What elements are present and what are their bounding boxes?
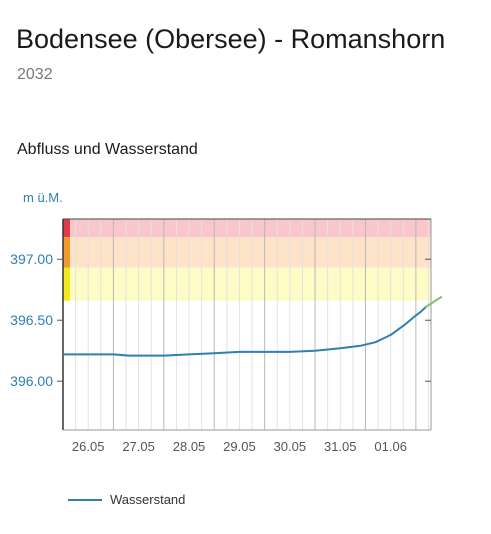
water-level-chart: 396.00 396.50 397.00 26.05 27.05 28.05 29.05 30… — [10, 190, 443, 454]
x-tick-label: 30.05 — [274, 439, 307, 454]
x-tick-label: 31.05 — [324, 439, 357, 454]
chart-section-title: Abfluss und Wasserstand — [17, 141, 198, 158]
series-lines — [62, 296, 443, 357]
y-axis-label: m ü.M. — [23, 190, 63, 205]
x-tick-label: 29.05 — [223, 439, 256, 454]
x-tick-label: 27.05 — [122, 439, 155, 454]
y-tick-label: 396.00 — [10, 373, 53, 389]
y-tick-label: 397.00 — [10, 251, 53, 267]
band-caution — [63, 267, 431, 301]
legend-label: Wasserstand — [110, 492, 186, 507]
band-warning — [63, 237, 431, 268]
danger-bands — [63, 219, 431, 301]
x-tick-label: 01.06 — [374, 439, 407, 454]
series-line-wasserstand — [62, 305, 427, 357]
chart-grid — [62, 218, 432, 431]
x-tick-label: 26.05 — [72, 439, 105, 454]
legend-swatch — [68, 498, 102, 501]
band-marker-danger — [63, 219, 70, 238]
station-id: 2032 — [17, 66, 53, 83]
band-marker-caution — [63, 267, 70, 301]
band-marker-warning — [63, 237, 70, 268]
station-title: Bodensee (Obersee) - Romanshorn — [16, 24, 446, 54]
band-danger — [63, 219, 431, 238]
tick-labels: 396.00 396.50 397.00 26.05 27.05 28.05 29.05 30… — [10, 251, 431, 454]
y-tick-label: 396.50 — [10, 312, 53, 328]
chart-legend: Wasserstand — [68, 492, 185, 507]
x-tick-label: 28.05 — [173, 439, 206, 454]
series-line-forecast — [425, 296, 443, 308]
